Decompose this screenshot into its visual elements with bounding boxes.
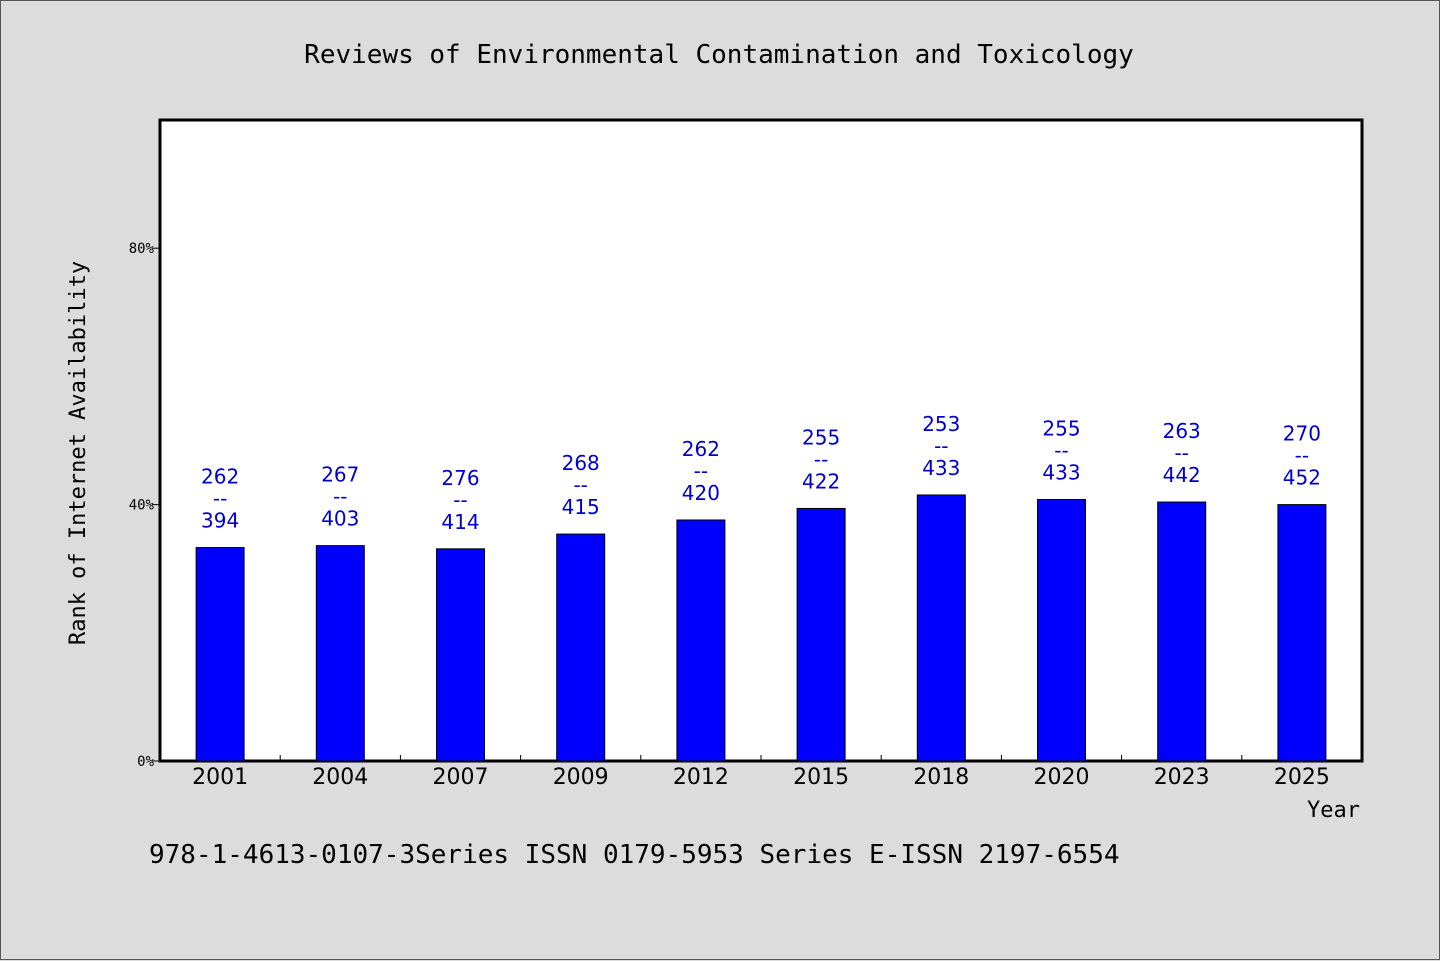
data-label-bottom: 422 — [802, 469, 840, 493]
bar — [315, 545, 365, 762]
chart-title: Reviews of Environmental Contamination a… — [304, 40, 1134, 70]
data-label-top: 262 — [201, 465, 239, 489]
x-tick-label: 2020 — [1034, 765, 1090, 790]
data-label-top: 270 — [1283, 422, 1321, 446]
x-tick-label: 2007 — [433, 765, 489, 790]
data-label-top: 262 — [682, 437, 720, 461]
data-label-bottom: 403 — [321, 507, 359, 531]
data-label-top: 255 — [802, 425, 840, 449]
data-label-top: 267 — [321, 463, 359, 487]
y-tick-label: 0% — [137, 754, 154, 770]
y-tick-label: 40% — [129, 498, 155, 514]
data-label-bottom: 433 — [1042, 460, 1080, 484]
bar — [916, 494, 966, 762]
data-label-separator: -- — [573, 473, 587, 497]
data-label-top: 253 — [922, 412, 960, 436]
data-label-separator: -- — [1295, 444, 1309, 468]
footer-isbn-issn: 978-1-4613-0107-3Series ISSN 0179-5953 S… — [149, 840, 1120, 870]
x-tick-label: 2025 — [1274, 765, 1330, 790]
bar — [436, 548, 485, 762]
data-label-bottom: 442 — [1163, 463, 1201, 487]
y-tick-label: 80% — [129, 241, 155, 257]
data-label-separator: -- — [814, 447, 828, 471]
x-tick-label: 2018 — [913, 765, 969, 790]
data-label-separator: -- — [934, 434, 948, 458]
x-tick-label: 2023 — [1154, 765, 1210, 790]
bars-group — [195, 494, 1327, 762]
data-label-separator: -- — [213, 487, 227, 511]
data-label-separator: -- — [1174, 441, 1188, 465]
y-axis-ticks: 0% 40% 80% — [129, 241, 160, 770]
data-label-top: 255 — [1042, 416, 1080, 440]
bar — [195, 547, 245, 762]
x-tick-label: 2012 — [673, 765, 729, 790]
x-tick-label: 2001 — [192, 765, 248, 790]
data-label-top: 276 — [441, 466, 479, 490]
bar — [796, 507, 846, 762]
bar — [1157, 501, 1207, 762]
x-axis-ticks: 2001 2004 2007 2009 2012 2015 2018 2020 2023 2025 — [192, 755, 1330, 790]
x-tick-label: 2015 — [793, 765, 849, 790]
data-label-top: 263 — [1163, 419, 1201, 443]
data-label-bottom: 414 — [441, 510, 479, 534]
data-label-separator: -- — [1054, 438, 1068, 462]
bar — [1037, 498, 1086, 762]
data-label-bottom: 433 — [922, 456, 960, 480]
data-label-separator: -- — [333, 485, 347, 509]
data-label-bottom: 394 — [201, 509, 239, 533]
data-labels-group: 394--262403--267414--276415--268420--262… — [201, 412, 1321, 534]
x-axis-label: Year — [1307, 798, 1360, 823]
bar — [1277, 504, 1327, 762]
x-tick-label: 2004 — [312, 765, 368, 790]
data-label-top: 268 — [562, 451, 600, 475]
data-label-bottom: 452 — [1283, 466, 1321, 490]
data-label-separator: -- — [453, 488, 467, 512]
data-label-separator: -- — [694, 459, 708, 483]
bar — [556, 533, 606, 762]
bar — [676, 519, 726, 762]
data-label-bottom: 415 — [562, 495, 600, 519]
x-tick-label: 2009 — [553, 765, 609, 790]
y-axis-label: Rank of Internet Availability — [66, 261, 91, 645]
data-label-bottom: 420 — [682, 481, 720, 505]
